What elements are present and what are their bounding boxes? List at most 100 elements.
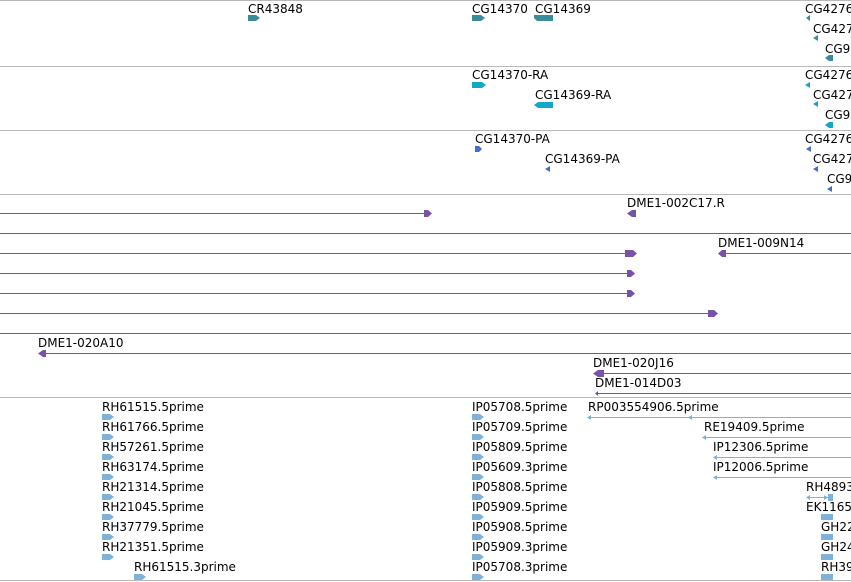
- gene-label[interactable]: CG14370: [472, 2, 528, 16]
- transcript-label[interactable]: CG14370-RA: [472, 68, 549, 82]
- est-feature[interactable]: [472, 534, 484, 540]
- clone-label[interactable]: DME1-009N14: [718, 236, 805, 250]
- est-label[interactable]: RH21314.5prime: [102, 480, 204, 494]
- est-label[interactable]: IP05909.5prime: [472, 500, 568, 514]
- gene-label[interactable]: CG9: [825, 42, 851, 56]
- gene-label[interactable]: CG14369: [535, 2, 591, 16]
- transcript-feature[interactable]: [534, 102, 553, 108]
- est-feature[interactable]: [472, 514, 484, 520]
- est-label[interactable]: RP003554906.5prime: [588, 400, 719, 414]
- est-feature[interactable]: [102, 514, 114, 520]
- transcript-label[interactable]: CG9: [825, 108, 851, 122]
- est-label[interactable]: IP12306.5prime: [713, 440, 809, 454]
- clone-label[interactable]: DME1-020J16: [593, 356, 674, 370]
- protein-label[interactable]: CG14369-PA: [545, 152, 620, 166]
- est-label[interactable]: GH24: [821, 540, 851, 554]
- track-divider: [0, 0, 851, 1]
- est-label[interactable]: RH39: [821, 560, 851, 574]
- est-feature[interactable]: [102, 454, 114, 460]
- est-feature[interactable]: [472, 454, 484, 460]
- gene-feature[interactable]: [825, 55, 833, 61]
- protein-label[interactable]: CG4276: [805, 132, 851, 146]
- est-arrow: [713, 475, 717, 480]
- est-feature[interactable]: [102, 494, 114, 500]
- protein-feature[interactable]: [545, 166, 550, 172]
- gene-feature[interactable]: [806, 15, 810, 21]
- est-label[interactable]: RH61766.5prime: [102, 420, 204, 434]
- clone-feature[interactable]: [627, 210, 636, 217]
- track-divider: [0, 580, 851, 581]
- est-feature[interactable]: [828, 494, 833, 501]
- est-label[interactable]: EK1165: [806, 500, 851, 514]
- est-label[interactable]: IP05708.3prime: [472, 560, 568, 574]
- est-label[interactable]: IP12006.5prime: [713, 460, 809, 474]
- est-track-features: [102, 414, 851, 580]
- gene-label[interactable]: CG4276: [805, 2, 851, 16]
- est-feature[interactable]: [821, 514, 833, 520]
- est-label[interactable]: IP05908.5prime: [472, 520, 568, 534]
- est-label[interactable]: IP05709.5prime: [472, 420, 568, 434]
- est-feature[interactable]: [472, 574, 484, 580]
- transcript-label[interactable]: CG4276: [805, 68, 851, 82]
- transcript-label[interactable]: CG14369-RA: [535, 88, 612, 102]
- clone-arrow: [625, 250, 637, 257]
- clone-arrow: [38, 350, 46, 357]
- transcript-feature[interactable]: [813, 101, 818, 107]
- est-label[interactable]: IP05808.5prime: [472, 480, 568, 494]
- transcript-feature[interactable]: [472, 82, 486, 88]
- transcript-label[interactable]: CG427: [813, 88, 851, 102]
- gene-label[interactable]: CG427: [813, 22, 851, 36]
- est-label[interactable]: RH21045.5prime: [102, 500, 204, 514]
- clone-label[interactable]: DME1-020A10: [38, 336, 124, 350]
- gene-feature[interactable]: [248, 15, 260, 21]
- est-feature[interactable]: [821, 574, 833, 580]
- est-feature[interactable]: [102, 554, 114, 560]
- est-label[interactable]: IP05609.3prime: [472, 460, 568, 474]
- est-arrow: [702, 435, 706, 440]
- clone-arrow: [424, 210, 432, 217]
- protein-feature[interactable]: [827, 186, 832, 192]
- est-arrow: [688, 415, 692, 420]
- est-feature[interactable]: [821, 534, 833, 540]
- est-label[interactable]: GH22: [821, 520, 851, 534]
- gene-label[interactable]: CR43848: [248, 2, 303, 16]
- est-label[interactable]: RE19409.5prime: [704, 420, 805, 434]
- est-label[interactable]: IP05809.5prime: [472, 440, 568, 454]
- est-label[interactable]: RH37779.5prime: [102, 520, 204, 534]
- est-feature[interactable]: [102, 534, 114, 540]
- est-label[interactable]: RH57261.5prime: [102, 440, 204, 454]
- est-label[interactable]: RH4893: [806, 480, 851, 494]
- est-feature[interactable]: [472, 414, 484, 420]
- clone-label[interactable]: DME1-002C17.R: [627, 196, 725, 210]
- est-label[interactable]: IP05909.3prime: [472, 540, 568, 554]
- est-feature[interactable]: [472, 554, 484, 560]
- est-label[interactable]: RH61515.3prime: [134, 560, 236, 574]
- transcript-feature[interactable]: [825, 122, 833, 128]
- protein-label[interactable]: CG9: [827, 172, 851, 186]
- est-feature[interactable]: [821, 554, 833, 560]
- est-feature[interactable]: [134, 574, 146, 580]
- gene-feature[interactable]: [813, 35, 818, 41]
- est-label[interactable]: RH21351.5prime: [102, 540, 204, 554]
- est-feature[interactable]: [102, 414, 114, 420]
- gene-feature[interactable]: [534, 15, 553, 21]
- est-feature[interactable]: [102, 474, 114, 480]
- clone-label[interactable]: DME1-014D03: [595, 376, 682, 390]
- transcript-feature[interactable]: [805, 82, 810, 88]
- protein-feature[interactable]: [475, 146, 482, 152]
- est-label[interactable]: RH61515.5prime: [102, 400, 204, 414]
- est-feature[interactable]: [472, 434, 484, 440]
- protein-label[interactable]: CG14370-PA: [475, 132, 550, 146]
- clone-arrow: [627, 270, 635, 277]
- est-feature[interactable]: [102, 434, 114, 440]
- est-feature[interactable]: [472, 474, 484, 480]
- protein-label[interactable]: CG427: [813, 152, 851, 166]
- est-feature[interactable]: [472, 494, 484, 500]
- gene-feature[interactable]: [472, 15, 485, 21]
- protein-feature[interactable]: [806, 146, 811, 152]
- est-label[interactable]: RH63174.5prime: [102, 460, 204, 474]
- clone-arrow: [708, 310, 718, 317]
- protein-feature[interactable]: [813, 166, 818, 172]
- est-label[interactable]: IP05708.5prime: [472, 400, 568, 414]
